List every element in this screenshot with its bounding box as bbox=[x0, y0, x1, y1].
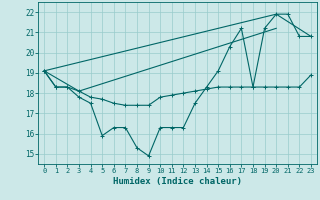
X-axis label: Humidex (Indice chaleur): Humidex (Indice chaleur) bbox=[113, 177, 242, 186]
